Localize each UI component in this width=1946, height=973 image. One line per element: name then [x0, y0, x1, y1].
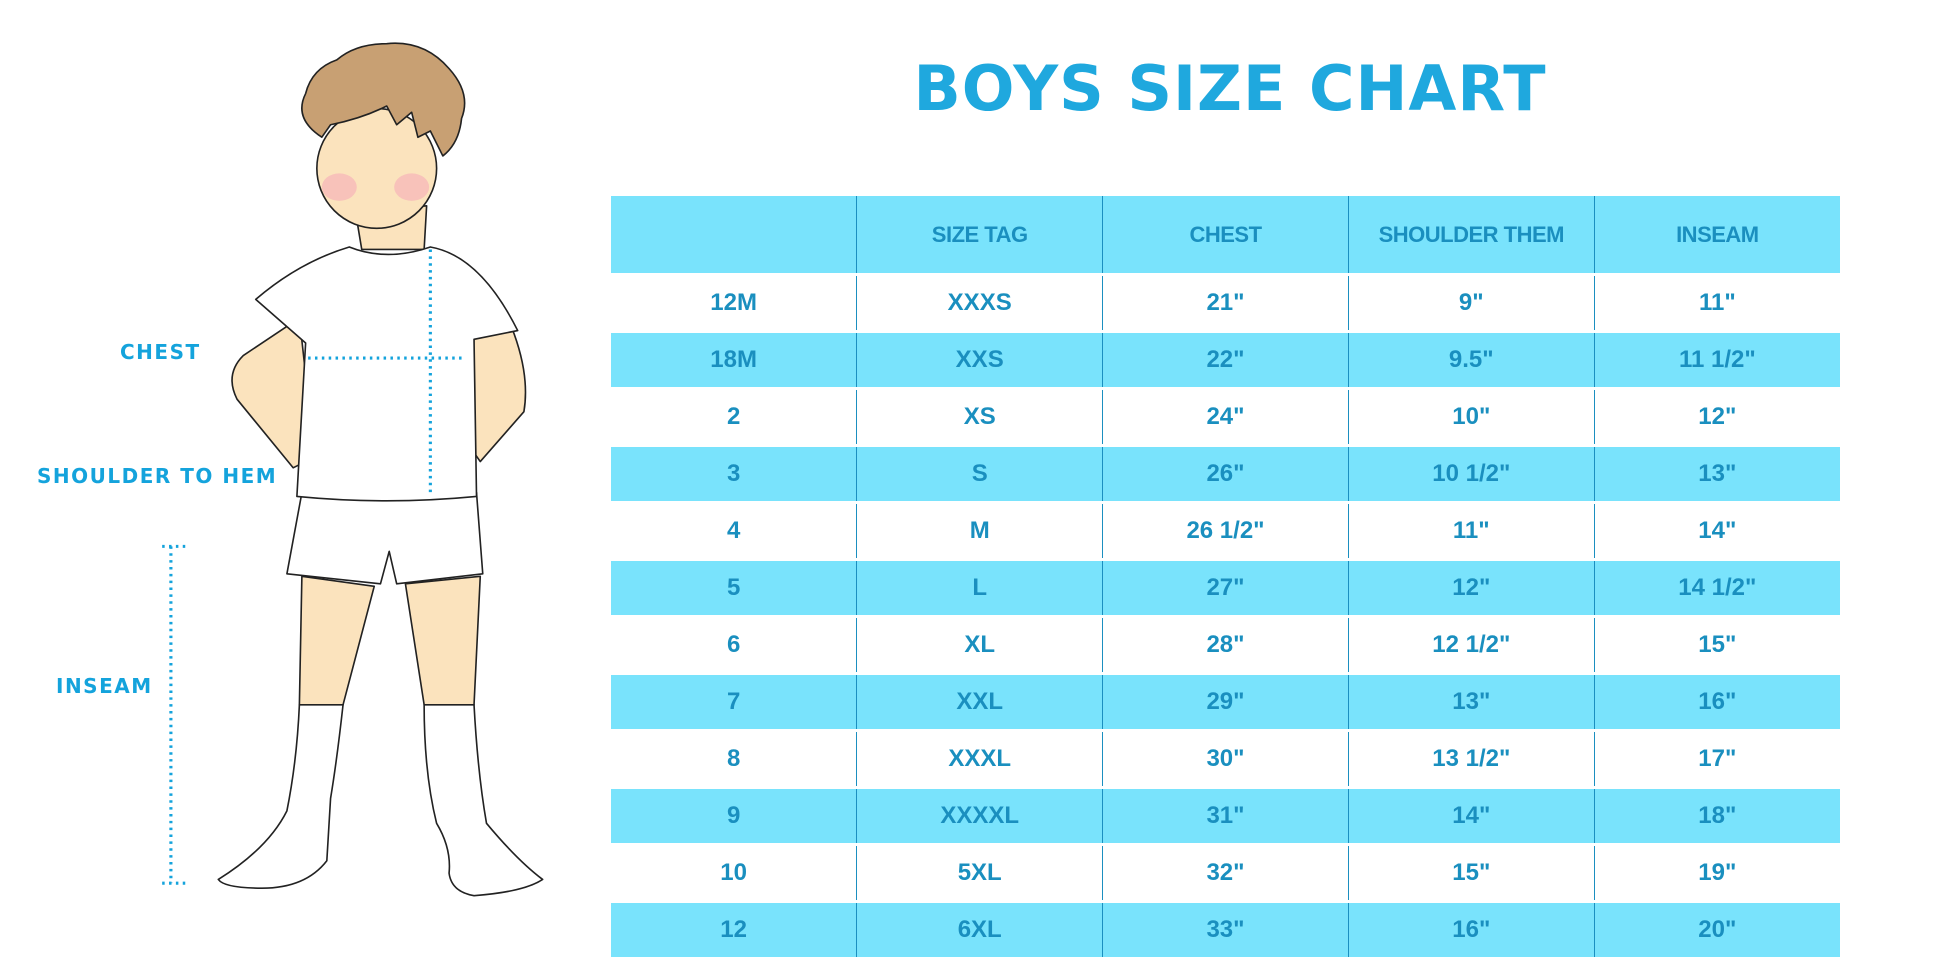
table-cell: 11" — [1347, 501, 1595, 560]
table-cell: XXS — [856, 330, 1103, 389]
size-table: SIZE TAG CHEST SHOULDER THEM INSEAM 12M X… — [611, 196, 1840, 957]
table-row: 8 XXXL 30" 13 1/2" 17" — [611, 729, 1840, 788]
table-cell: 12" — [1593, 387, 1840, 446]
table-cell: 31" — [1102, 786, 1349, 845]
page-title: BOYS SIZE CHART — [913, 52, 1547, 125]
header-cell: INSEAM — [1593, 196, 1840, 275]
table-cell: 2 — [611, 387, 857, 446]
table-cell: 22" — [1102, 330, 1349, 389]
table-cell: 3 — [611, 444, 857, 503]
table-cell: 11" — [1593, 273, 1840, 332]
shirt — [254, 246, 519, 502]
table-cell: 18M — [611, 330, 857, 389]
table-cell: 28" — [1102, 615, 1349, 674]
table-cell: 12 1/2" — [1347, 615, 1595, 674]
table-cell: 15" — [1347, 843, 1595, 902]
table-cell: 17" — [1593, 729, 1840, 788]
left-sock — [217, 703, 344, 889]
header-cell: CHEST — [1102, 196, 1349, 275]
table-row: 10 5XL 32" 15" 19" — [611, 843, 1840, 902]
table-cell: XXXL — [856, 729, 1103, 788]
table-cell: 26 1/2" — [1102, 501, 1349, 560]
table-cell: 12 — [611, 900, 857, 957]
table-cell: XXXS — [856, 273, 1103, 332]
table-row: 4 M 26 1/2" 11" 14" — [611, 501, 1840, 560]
legs — [298, 575, 482, 706]
table-cell: S — [856, 444, 1103, 503]
table-cell: 19" — [1593, 843, 1840, 902]
header-cell: SHOULDER THEM — [1347, 196, 1595, 275]
right-arm — [470, 326, 527, 463]
table-cell: 10 1/2" — [1347, 444, 1595, 503]
table-row: 18M XXS 22" 9.5" 11 1/2" — [611, 330, 1840, 389]
table-cell: 13" — [1347, 672, 1595, 731]
table-row: 3 S 26" 10 1/2" 13" — [611, 444, 1840, 503]
table-cell: L — [856, 558, 1103, 617]
table-cell: XXXXL — [856, 786, 1103, 845]
table-cell: 20" — [1593, 900, 1840, 957]
left-arm — [231, 317, 307, 469]
table-cell: 27" — [1102, 558, 1349, 617]
table-row: 9 XXXXL 31" 14" 18" — [611, 786, 1840, 845]
table-cell: 18" — [1593, 786, 1840, 845]
table-cell: 12M — [611, 273, 857, 332]
table-cell: 5 — [611, 558, 857, 617]
table-cell: 6 — [611, 615, 857, 674]
table-cell: 13 1/2" — [1347, 729, 1595, 788]
table-cell: 12" — [1347, 558, 1595, 617]
table-cell: 24" — [1102, 387, 1349, 446]
table-header-row: SIZE TAG CHEST SHOULDER THEM INSEAM — [611, 196, 1840, 275]
table-cell: 33" — [1102, 900, 1349, 957]
header-cell — [611, 196, 857, 275]
shoulder-to-hem-label: SHOULDER TO HEM — [37, 464, 278, 488]
table-cell: 5XL — [856, 843, 1103, 902]
table-row: 2 XS 24" 10" 12" — [611, 387, 1840, 446]
table-cell: 10 — [611, 843, 857, 902]
table-cell: 14 1/2" — [1593, 558, 1840, 617]
table-cell: 8 — [611, 729, 857, 788]
table-cell: 29" — [1102, 672, 1349, 731]
table-cell: 9" — [1347, 273, 1595, 332]
inseam-label: INSEAM — [56, 674, 153, 698]
table-row: 7 XXL 29" 13" 16" — [611, 672, 1840, 731]
table-row: 5 L 27" 12" 14 1/2" — [611, 558, 1840, 617]
hair — [301, 42, 466, 157]
table-cell: 10" — [1347, 387, 1595, 446]
table-cell: 14" — [1593, 501, 1840, 560]
table-cell: 11 1/2" — [1593, 330, 1840, 389]
table-cell: 16" — [1347, 900, 1595, 957]
table-cell: 13" — [1593, 444, 1840, 503]
table-row: 12 6XL 33" 16" 20" — [611, 900, 1840, 957]
header-cell: SIZE TAG — [856, 196, 1103, 275]
table-cell: 9 — [611, 786, 857, 845]
right-sock — [423, 703, 544, 897]
shorts — [286, 491, 484, 585]
table-row: 6 XL 28" 12 1/2" 15" — [611, 615, 1840, 674]
table-cell: 4 — [611, 501, 857, 560]
table-cell: 26" — [1102, 444, 1349, 503]
table-cell: 15" — [1593, 615, 1840, 674]
chest-label: CHEST — [120, 340, 201, 364]
table-cell: 21" — [1102, 273, 1349, 332]
table-cell: 32" — [1102, 843, 1349, 902]
table-cell: 6XL — [856, 900, 1103, 957]
table-cell: XL — [856, 615, 1103, 674]
table-cell: 7 — [611, 672, 857, 731]
table-row: 12M XXXS 21" 9" 11" — [611, 273, 1840, 332]
table-cell: 16" — [1593, 672, 1840, 731]
table-cell: XS — [856, 387, 1103, 446]
table-cell: M — [856, 501, 1103, 560]
table-cell: 30" — [1102, 729, 1349, 788]
table-cell: 14" — [1347, 786, 1595, 845]
table-cell: 9.5" — [1347, 330, 1595, 389]
table-cell: XXL — [856, 672, 1103, 731]
